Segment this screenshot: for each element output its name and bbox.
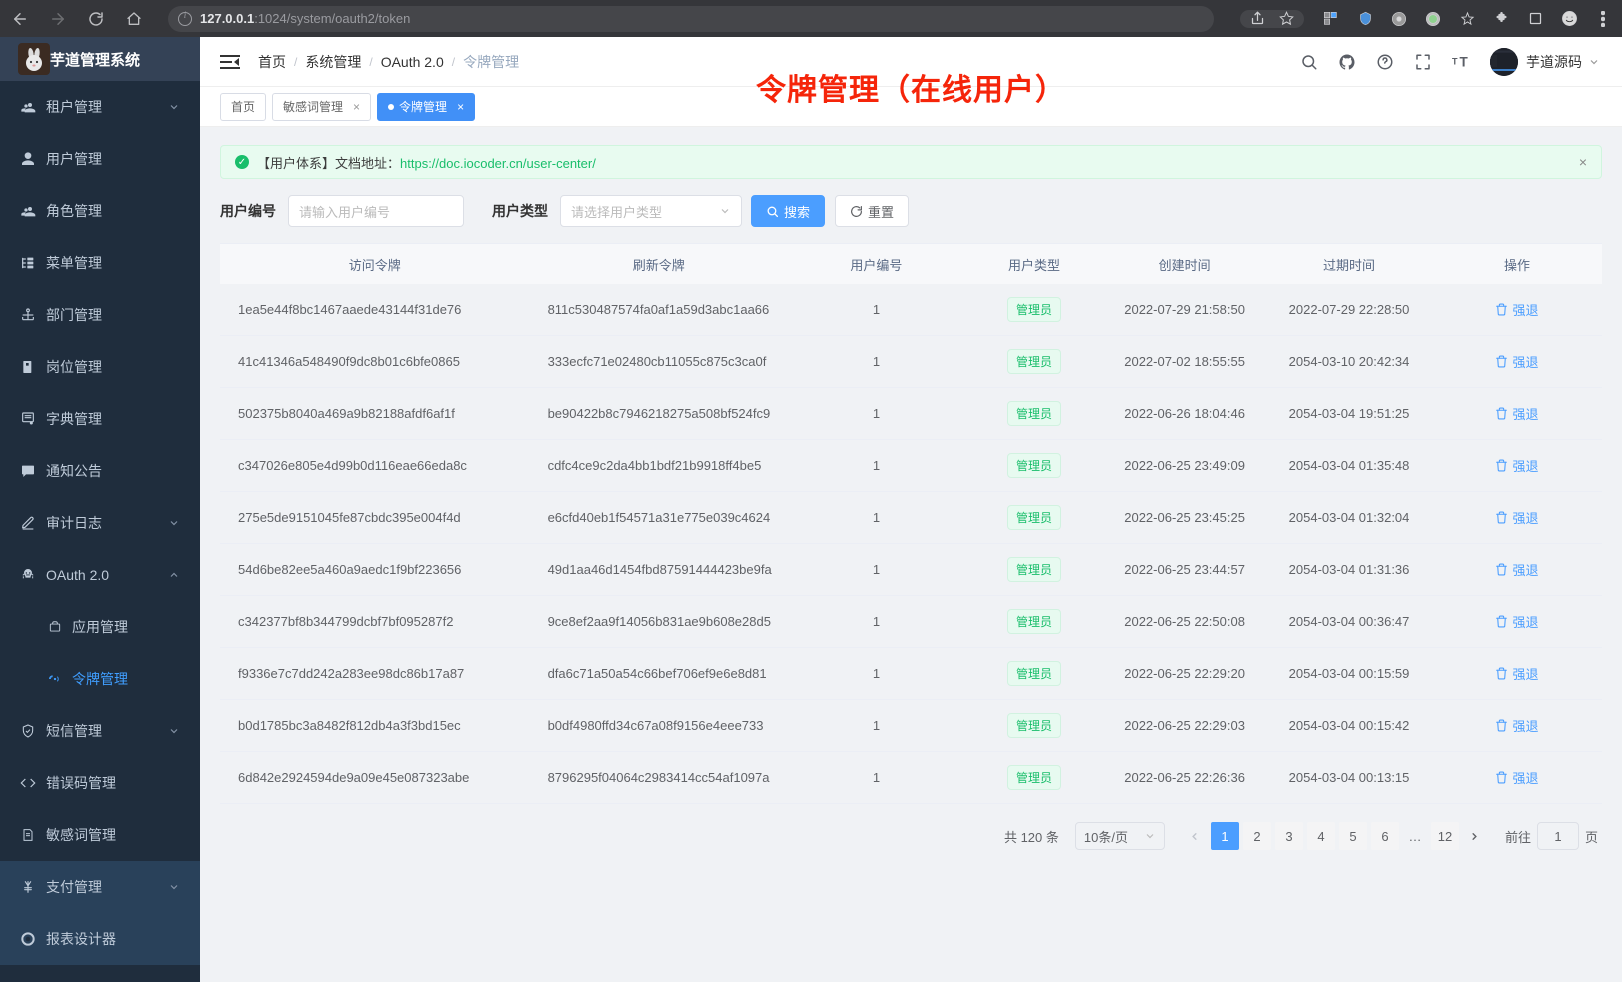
svg-text:T: T	[1460, 54, 1469, 69]
svg-text:T: T	[1452, 56, 1458, 66]
